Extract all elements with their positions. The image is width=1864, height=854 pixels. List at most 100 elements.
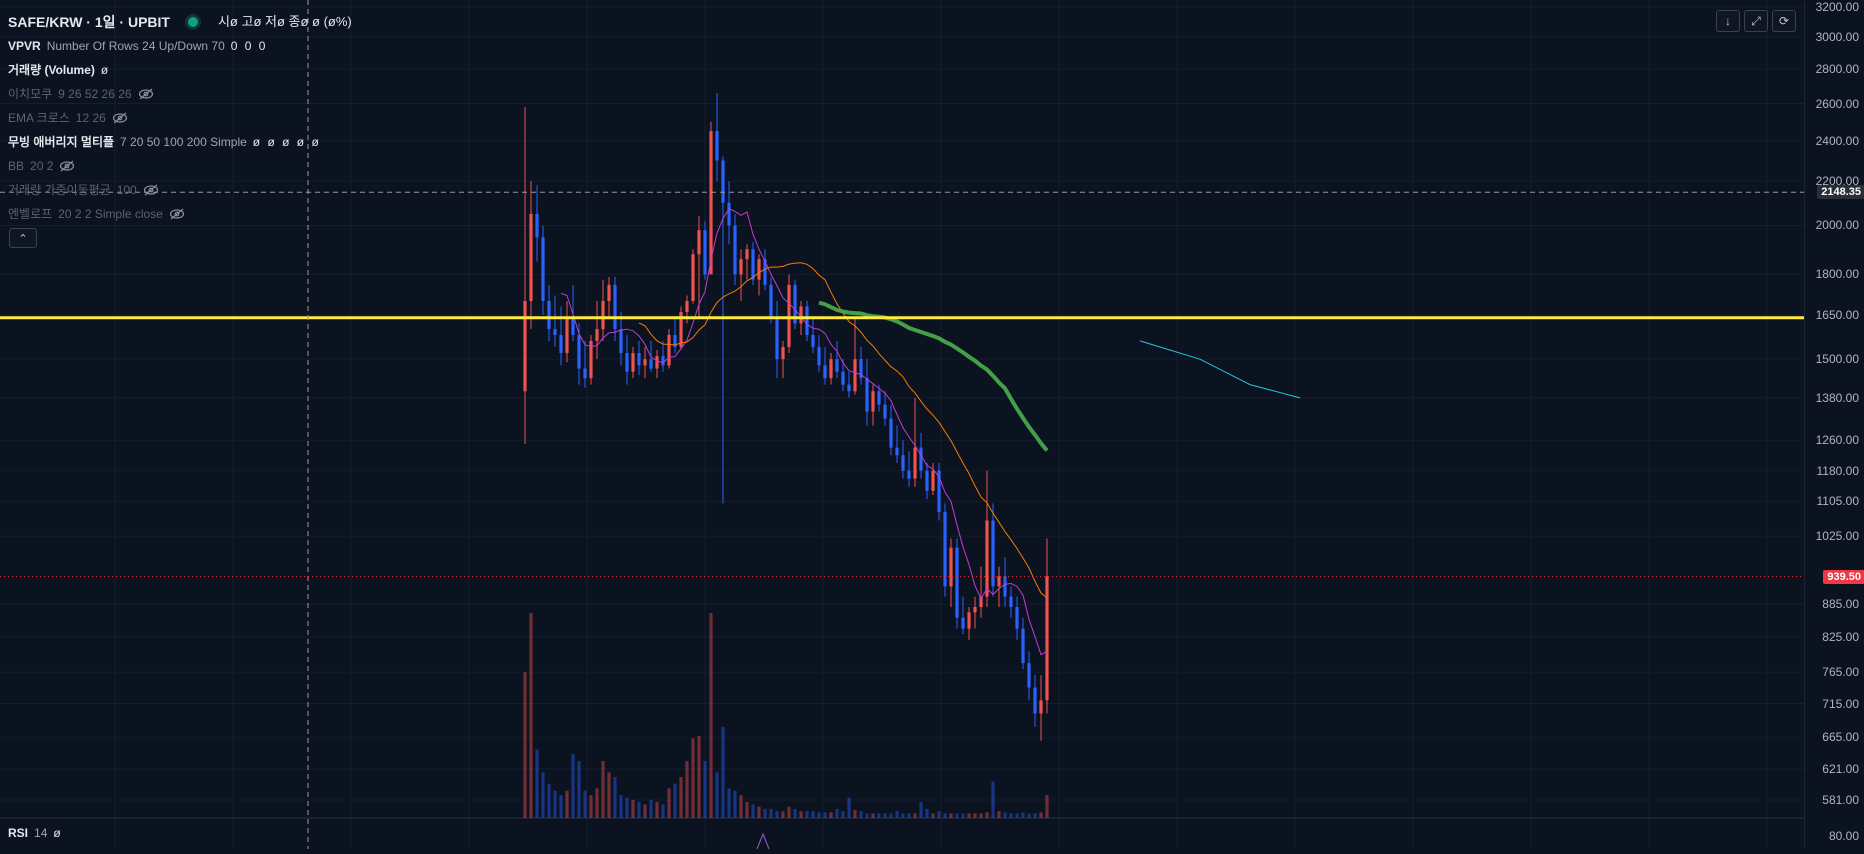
candle-body xyxy=(643,359,647,366)
volume-bar xyxy=(685,761,689,818)
volume-bar xyxy=(889,813,893,818)
candle-body xyxy=(553,329,557,336)
volume-bar xyxy=(979,813,983,818)
volume-bar xyxy=(637,802,641,818)
moving-averages xyxy=(560,208,1301,656)
price-tick-label: 581.00 xyxy=(1822,793,1859,807)
indicator-row[interactable]: 엔벨로프 20 2 2 Simple close xyxy=(8,202,352,226)
volume-bar xyxy=(703,761,707,818)
volume-bar xyxy=(757,806,761,818)
indicator-params: 12 26 xyxy=(75,111,106,125)
candle-body xyxy=(667,335,671,366)
rsi-name[interactable]: RSI xyxy=(8,826,29,840)
volume-bar xyxy=(973,813,977,818)
indicator-row[interactable]: EMA 크로스 12 26 xyxy=(8,106,352,130)
last-price-tag: 939.50 xyxy=(1823,569,1864,584)
indicator-row[interactable]: 무빙 애버리지 멀티플 7 20 50 100 200 Simple ø ø ø ø… xyxy=(8,130,352,154)
volume-bar xyxy=(955,813,959,818)
candle-body xyxy=(811,335,815,347)
eye-off-icon[interactable] xyxy=(112,112,128,124)
volume-bar xyxy=(949,813,953,818)
candle-body xyxy=(919,447,923,471)
ma50-line xyxy=(818,300,1049,452)
volume-bar xyxy=(727,788,731,818)
candle-body xyxy=(871,391,875,412)
candle-body xyxy=(925,470,929,491)
candle-body xyxy=(877,391,881,405)
candle-body xyxy=(1039,700,1043,714)
price-tick-label: 1025.00 xyxy=(1815,529,1859,544)
volume-bar xyxy=(781,811,785,818)
indicator-name: 이치모쿠 xyxy=(8,87,53,101)
volume-bar xyxy=(925,808,929,818)
candle-body xyxy=(823,365,827,379)
eye-off-icon[interactable] xyxy=(59,160,75,172)
reset-icon: ⟳ xyxy=(1778,14,1790,28)
volume-bar xyxy=(859,811,863,818)
volume-bar xyxy=(799,811,803,818)
candle-body xyxy=(949,547,953,587)
candle-body xyxy=(571,317,575,336)
candle-body xyxy=(619,329,623,354)
candle-body xyxy=(1009,596,1013,608)
volume-bar xyxy=(541,772,545,818)
volume-bar xyxy=(919,802,923,818)
indicator-row[interactable]: BB 20 2 xyxy=(8,154,352,178)
volume-bar xyxy=(763,808,767,818)
candle-body xyxy=(709,131,713,275)
volume-bar xyxy=(643,804,647,818)
volume-bar xyxy=(793,808,797,818)
indicator-params: 9 26 52 26 26 xyxy=(58,87,132,101)
volume-bar xyxy=(829,812,833,818)
volume-bar xyxy=(655,802,659,818)
volume-bar xyxy=(697,736,701,818)
volume-bar xyxy=(901,813,905,818)
candle-body xyxy=(943,511,947,587)
candle-body xyxy=(799,306,803,324)
indicator-row[interactable]: 이치모쿠 9 26 52 26 26 xyxy=(8,82,352,106)
volume-bar xyxy=(583,790,587,818)
volume-bar xyxy=(997,811,1001,818)
volume-bar xyxy=(967,813,971,818)
price-chart[interactable] xyxy=(0,0,1804,850)
volume-bar xyxy=(877,813,881,818)
candle-body xyxy=(607,284,611,301)
volume-bar xyxy=(571,754,575,818)
indicator-row[interactable]: VPVR Number Of Rows 24 Up/Down 70 0 0 0 xyxy=(8,34,352,58)
arrow-down-icon: ↓ xyxy=(1725,14,1731,28)
price-axis[interactable]: 3200.00 3000.00 2800.00 2600.00 2400.00 2200.… xyxy=(1804,0,1864,849)
fullscreen-icon: ⤢ xyxy=(1751,13,1761,28)
volume-bar xyxy=(607,772,611,818)
volume-bar xyxy=(883,813,887,818)
candle-body xyxy=(577,335,581,369)
price-tick-label: 2800.00 xyxy=(1815,62,1859,77)
indicator-params: 20 2 2 Simple close xyxy=(58,207,163,221)
indicator-row[interactable]: 거래량 (Volume) ø xyxy=(8,58,352,82)
indicator-name: 거래량 (Volume) xyxy=(8,63,95,77)
candle-body xyxy=(613,284,617,330)
indicator-row[interactable]: 거래량 가중이동평균 100 xyxy=(8,178,352,202)
candle-body xyxy=(895,447,899,456)
candle-body xyxy=(727,202,731,226)
reset-button[interactable]: ⟳ xyxy=(1772,10,1796,32)
fullscreen-button[interactable]: ⤢ xyxy=(1744,10,1768,32)
indicator-name: 엔벨로프 xyxy=(8,207,53,221)
volume-bar xyxy=(787,806,791,818)
volume-bars xyxy=(523,613,1049,818)
volume-bar xyxy=(853,810,857,818)
candle-body xyxy=(883,404,887,419)
eye-off-icon[interactable] xyxy=(143,184,159,196)
volume-bar xyxy=(775,811,779,818)
candle-body xyxy=(637,353,641,366)
eye-off-icon[interactable] xyxy=(169,208,185,220)
price-tick-label: 765.00 xyxy=(1822,665,1859,680)
candle-body xyxy=(523,300,527,392)
chart-area[interactable] xyxy=(0,0,1804,850)
candle-body xyxy=(1027,663,1031,688)
collapse-legend-button[interactable]: ⌃ xyxy=(9,228,37,248)
symbol-title[interactable]: SAFE/KRW · 1일 · UPBIT xyxy=(8,14,170,30)
arrow-down-button[interactable]: ↓ xyxy=(1716,10,1740,32)
candle-body xyxy=(631,353,635,372)
eye-off-icon[interactable] xyxy=(138,88,154,100)
volume-bar xyxy=(835,808,839,818)
